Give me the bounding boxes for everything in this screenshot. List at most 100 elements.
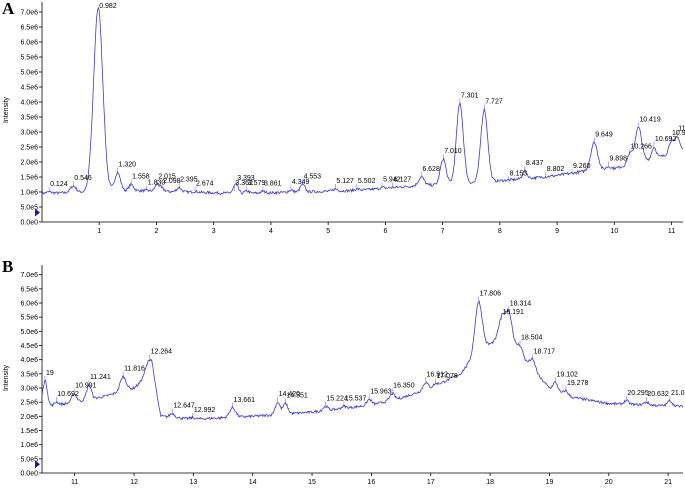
x-tick-label: 11 [71,479,78,486]
x-tick-label: 19 [546,479,554,486]
x-tick-label: 17 [427,479,435,486]
peak-label: 10.692 [655,136,677,143]
y-tick-label: 3.5e6 [20,115,38,122]
peak-label: 2.674 [196,180,214,187]
x-tick-label: 13 [189,479,197,486]
peak-label: 8.153 [510,171,528,178]
peak-label: 20.295 [627,390,649,397]
peak-label: 17.806 [480,291,502,298]
peak-label: 11 [678,126,685,133]
peak-label: 14.551 [286,393,308,400]
x-tick-label: 20 [605,479,613,486]
chromatogram-panel-a: A Intensity 0.0e0 5.0e5 1.0e6 1.5e6 2.0e6 2.5e6… [2,0,685,235]
peak-label: 18.191 [502,309,524,316]
y-tick-label: 5.0e5 [20,456,38,463]
peak-label: 6.628 [422,166,440,173]
axis-marker-icon [35,208,40,217]
y-tick-label: 7.0e6 [20,10,38,17]
peak-label: 16.350 [393,383,415,390]
y-tick-label: 7.0e6 [20,272,38,279]
peak-label: 18.717 [534,349,556,356]
y-tick-label: 3.5e6 [20,371,38,378]
peak-label: 0.124 [50,181,68,188]
x-tick-label: 7 [441,228,445,235]
peak-label: 19.278 [567,380,589,387]
peak-label: 3.861 [264,180,282,187]
peak-label: 9.649 [595,132,613,139]
y-axis-label: Intensity [3,364,10,391]
chromatogram-trace [41,300,684,421]
y-tick-label: 4.0e6 [20,357,38,364]
x-tick-label: 5 [326,228,330,235]
x-tick-label: 2 [155,228,159,235]
peak-label: 21.030 [671,390,685,397]
peak-label: 2.098 [163,178,181,185]
y-tick-label: 5.5e6 [20,55,38,62]
axis-marker-icon [35,460,40,469]
y-tick-label: 5.0e5 [20,205,38,212]
peak-label: 16.912 [427,371,449,378]
x-tick-label: 16 [368,479,376,486]
x-tick-label: 14 [249,479,257,486]
peak-label: 18.504 [521,335,543,342]
y-tick-label: 4.5e6 [20,85,38,92]
y-tick-label: 1.5e6 [20,428,38,435]
y-tick-label: 5.0e6 [20,70,38,77]
peak-label: 6.127 [394,177,412,184]
x-tick-label: 10 [610,228,618,235]
peak-label: 10.419 [639,117,661,124]
y-tick-label: 0.0e0 [20,220,38,227]
x-tick-label: 4 [269,228,273,235]
y-tick-label: 2.5e6 [20,145,38,152]
peak-label: 9.898 [609,156,627,163]
y-tick-label: 6.0e6 [20,40,38,47]
peak-label: 0.546 [74,175,92,182]
peak-label: 7.010 [444,148,462,155]
peak-label: 20.632 [647,391,669,398]
y-tick-label: 1.0e6 [20,190,38,197]
peak-label: 1.320 [119,162,137,169]
x-tick-label: 21 [664,479,672,486]
y-tick-label: 2.5e6 [20,400,38,407]
x-tick-label: 9 [555,228,559,235]
y-tick-label: 3.0e6 [20,386,38,393]
peak-label: 8.802 [547,166,565,173]
peak-label: 4.553 [304,174,322,181]
peak-label: 19 [46,370,54,377]
peak-label: 17.078 [436,373,458,380]
x-tick-label: 6 [383,228,387,235]
y-tick-label: 3.0e6 [20,130,38,137]
x-tick-label: 18 [486,479,494,486]
peak-label: 12.647 [173,403,195,410]
peak-label: 10.692 [57,391,79,398]
peak-label: 11.241 [90,374,111,381]
y-tick-label: 1.0e6 [20,442,38,449]
panel-label: A [2,0,15,18]
y-tick-label: 2.0e6 [20,414,38,421]
x-tick-label: 3 [212,228,216,235]
chromatogram-trace [41,6,684,196]
peak-label: 1.830 [148,180,166,187]
y-tick-label: 6.5e6 [20,25,38,32]
peak-label: 4.349 [292,179,310,186]
x-tick-label: 12 [130,479,138,486]
chromatogram-panel-b: B Intensity 0.0e0 5.0e5 1.0e6 1.5e6 2.0e6 2.5e6… [2,257,685,486]
peak-label: 12.264 [151,349,173,356]
peak-label: 15.224 [326,395,348,402]
peak-label: 5.502 [358,178,376,185]
y-tick-label: 5.5e6 [20,315,38,322]
peak-label: 8.437 [526,160,544,167]
x-tick-label: 8 [498,228,502,235]
peak-label: 11.816 [124,366,145,373]
y-tick-label: 1.5e6 [20,175,38,182]
peak-label: 1.558 [132,174,150,181]
peak-label: 2.395 [180,177,198,184]
peak-label: 3.579 [248,180,266,187]
y-tick-label: 4.5e6 [20,343,38,350]
peak-label: 18.314 [510,301,532,308]
peak-label: 9.260 [573,163,591,170]
peak-label: 2.015 [158,174,176,181]
peak-label: 3.362 [235,180,253,187]
peak-label: 10.991 [75,383,97,390]
y-tick-label: 0.0e0 [20,471,38,478]
